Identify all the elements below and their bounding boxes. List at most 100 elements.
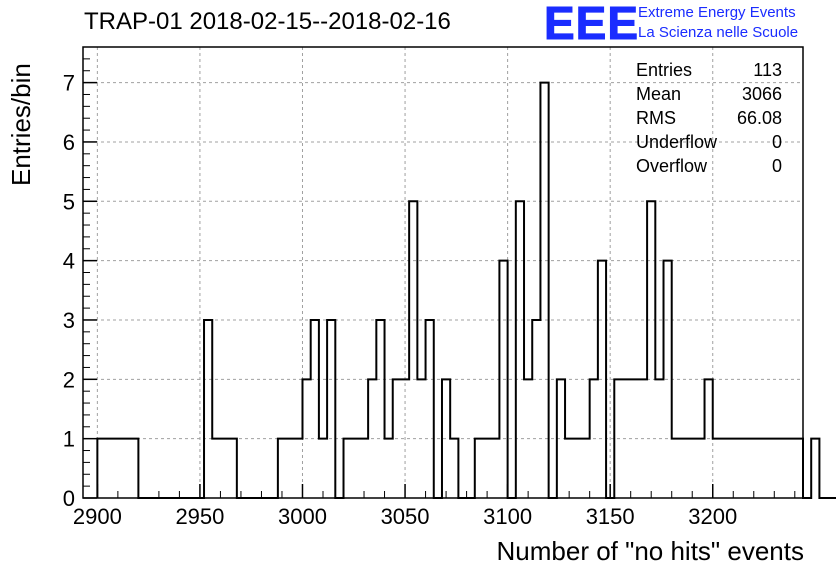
stats-box: Entries 113 Mean 3066 RMS 66.08 Underflo…: [636, 58, 782, 178]
x-tick-label: 3100: [483, 504, 532, 529]
stat-name: Overflow: [636, 156, 708, 176]
histogram-bin: [97, 439, 105, 498]
histogram-bin: [417, 379, 425, 498]
histogram-bin: [762, 439, 770, 498]
x-tick-label: 3050: [381, 504, 430, 529]
histogram-bin: [442, 379, 450, 498]
histogram-bin: [672, 439, 680, 498]
histogram-bin: [483, 439, 491, 498]
chart-title: TRAP-01 2018-02-15--2018-02-16: [84, 8, 451, 35]
histogram-bin: [532, 320, 540, 498]
histogram-series: [96, 81, 836, 499]
histogram-bin: [344, 439, 352, 498]
histogram-bin: [229, 439, 237, 498]
histogram-bin: [130, 439, 138, 498]
histogram-bin: [729, 439, 737, 498]
y-tick-label: 5: [63, 189, 75, 214]
x-tick-label: 2900: [73, 504, 122, 529]
histogram-bin: [286, 439, 294, 498]
histogram-bin: [770, 439, 778, 498]
histogram-bin: [409, 201, 417, 498]
histogram-bin: [220, 439, 228, 498]
histogram-bin: [688, 439, 696, 498]
y-tick-label: 1: [63, 427, 75, 452]
histogram-bin: [565, 439, 573, 498]
stat-name: Mean: [636, 84, 682, 104]
histogram-bin: [540, 83, 548, 498]
stat-value: 66.08: [736, 108, 782, 128]
histogram-bin: [622, 379, 630, 498]
histogram-bin: [581, 439, 589, 498]
y-tick-label: 2: [63, 367, 75, 392]
histogram-bin: [754, 439, 762, 498]
x-tick-label: 3000: [278, 504, 327, 529]
histogram-bin: [499, 261, 507, 498]
histogram-bin: [557, 379, 565, 498]
histogram-bin: [573, 439, 581, 498]
histogram-bin: [713, 439, 721, 498]
histogram-bin: [737, 439, 745, 498]
histogram-bin: [590, 379, 598, 498]
histogram-bin: [647, 201, 655, 498]
y-tick-label: 4: [63, 249, 75, 274]
histogram-bin: [795, 439, 803, 498]
stat-value: 0: [771, 132, 782, 152]
histogram-bin: [746, 439, 754, 498]
histogram-bin: [705, 379, 713, 498]
histogram-bin: [311, 320, 319, 498]
histogram-bin: [327, 320, 335, 498]
histogram-bin: [319, 439, 327, 498]
logo-line-2: La Scienza nelle Scuole: [638, 24, 799, 41]
histogram-bin: [368, 379, 376, 498]
logo-line-1: Extreme Energy Events: [638, 4, 796, 21]
histogram-bin: [778, 439, 786, 498]
histogram-bin: [787, 439, 795, 498]
histogram-bin: [721, 439, 729, 498]
stat-value: 0: [771, 156, 782, 176]
histogram-bin: [491, 439, 499, 498]
histogram-bin: [302, 379, 310, 498]
histogram-bin: [278, 439, 286, 498]
histogram-bin: [475, 439, 483, 498]
histogram-bin: [360, 439, 368, 498]
histogram-bin: [426, 320, 434, 498]
logo-mark: EEE: [543, 0, 640, 50]
histogram-bin: [122, 439, 130, 498]
stat-value: 3066: [741, 84, 782, 104]
stat-name: Underflow: [636, 132, 718, 152]
histogram-bin: [811, 439, 819, 498]
y-tick-label: 7: [63, 71, 75, 96]
stat-row-mean: Mean 3066: [636, 82, 782, 106]
histogram-bin: [639, 379, 647, 498]
histogram-bin: [614, 379, 622, 498]
stat-row-entries: Entries 113: [636, 58, 782, 82]
x-tick-label: 3200: [688, 504, 737, 529]
histogram-bin: [385, 439, 393, 498]
histogram-bin: [655, 379, 663, 498]
stat-row-underflow: Underflow 0: [636, 130, 782, 154]
y-tick-label: 0: [63, 486, 75, 511]
histogram-bin: [664, 261, 672, 498]
histogram-bin: [212, 439, 220, 498]
stat-row-rms: RMS 66.08: [636, 106, 782, 130]
histogram-bin: [204, 320, 212, 498]
histogram-bin: [294, 439, 302, 498]
stat-name: Entries: [636, 60, 693, 80]
y-tick-label: 6: [63, 130, 75, 155]
histogram-bin: [516, 201, 524, 498]
x-axis-label: Number of "no hits" events: [496, 536, 805, 566]
histogram-bin: [114, 439, 122, 498]
stat-row-overflow: Overflow 0: [636, 154, 782, 178]
histogram-bin: [393, 379, 401, 498]
histogram-bin: [680, 439, 688, 498]
histogram-bin: [352, 439, 360, 498]
stat-name: RMS: [636, 108, 676, 128]
y-tick-label: 3: [63, 308, 75, 333]
histogram-bin: [598, 261, 606, 498]
stat-value: 113: [753, 60, 782, 80]
histogram-bin: [450, 439, 458, 498]
histogram-bin: [524, 379, 532, 498]
histogram-bin: [696, 439, 704, 498]
histogram-bin: [106, 439, 114, 498]
